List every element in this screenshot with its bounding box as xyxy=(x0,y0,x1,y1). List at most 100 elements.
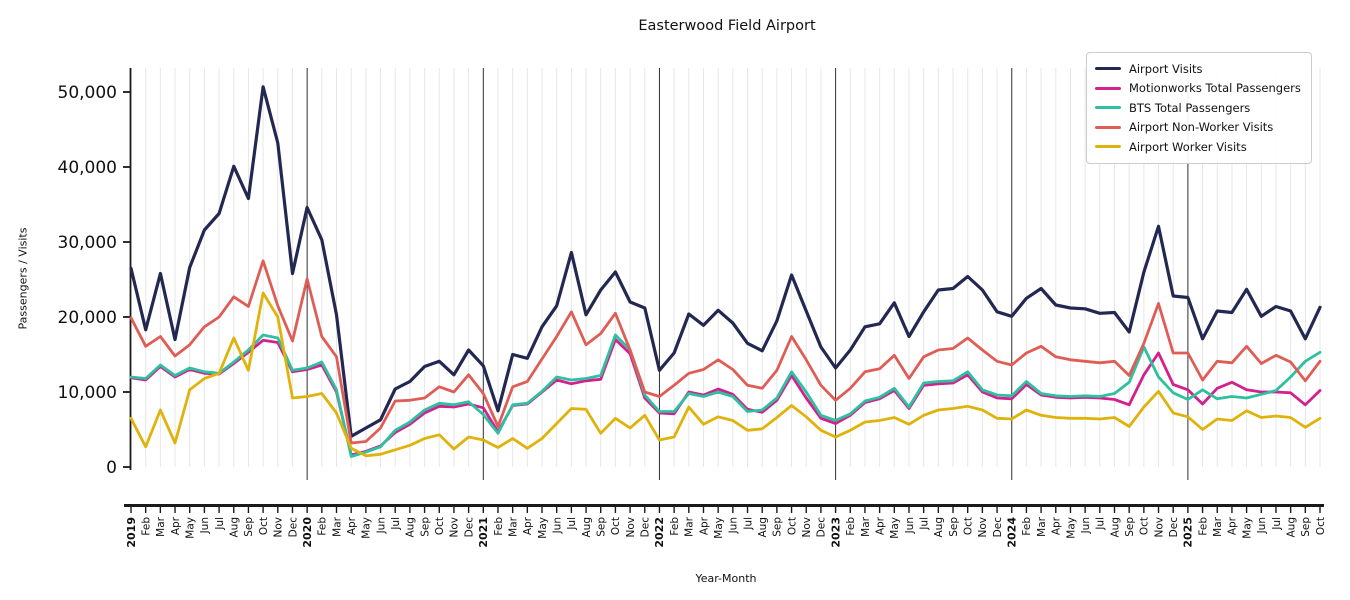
legend-label: Airport Visits xyxy=(1129,61,1203,76)
x-tick-label-month: Oct xyxy=(963,517,975,535)
y-tick-label: 20,000 xyxy=(58,308,117,328)
series-line-airport-worker-visits xyxy=(129,291,1322,458)
x-tick-label-month: Jul xyxy=(214,517,226,531)
legend-item-airport-visits: Airport Visits xyxy=(1095,59,1301,79)
y-tick-label: 40,000 xyxy=(58,158,117,178)
x-tick-label-month: Oct xyxy=(434,517,446,535)
x-tick-label-month: Jun xyxy=(551,517,563,534)
y-tick-label: 50,000 xyxy=(58,83,117,103)
x-tick-label-month: Mar xyxy=(684,516,696,536)
x-tick-label-month: Jun xyxy=(904,517,916,534)
x-tick-label-year: 2021 xyxy=(477,517,490,548)
x-tick-label-month: Sep xyxy=(596,517,608,537)
x-tick-label-month: May xyxy=(361,517,373,539)
x-tick-label-month: Nov xyxy=(977,517,989,538)
legend-label: Airport Non-Worker Visits xyxy=(1129,120,1274,135)
chart-title: Easterwood Field Airport xyxy=(638,18,816,34)
x-tick-label-month: Aug xyxy=(1109,517,1121,538)
x-tick-label-month: Dec xyxy=(816,517,828,538)
legend-line-swatch-icon xyxy=(1095,125,1121,129)
legend-label: Airport Worker Visits xyxy=(1129,139,1247,154)
x-tick-label-month: Oct xyxy=(610,517,622,535)
x-tick-label-year: 2022 xyxy=(653,517,666,548)
x-tick-label-month: May xyxy=(1065,517,1077,539)
x-tick-label-month: Mar xyxy=(1212,516,1224,536)
x-tick-label-month: Feb xyxy=(669,517,681,536)
y-tick-label: 0 xyxy=(106,458,117,478)
x-tick-label-year: 2019 xyxy=(125,517,138,548)
x-tick-label-month: Mar xyxy=(331,516,343,536)
legend-item-motionworks-total-passengers: Motionworks Total Passengers xyxy=(1095,79,1301,99)
x-tick-label-year: 2023 xyxy=(829,517,842,548)
x-tick-label-month: Sep xyxy=(948,517,960,537)
legend-line-swatch-icon xyxy=(1095,106,1121,110)
x-tick-label-month: Sep xyxy=(772,517,784,537)
x-tick-label-month: May xyxy=(1241,517,1253,539)
x-tick-label-month: Apr xyxy=(1227,516,1239,535)
x-tick-label-year: 2020 xyxy=(301,517,314,548)
legend-label: Motionworks Total Passengers xyxy=(1129,81,1301,96)
x-tick-label-month: Dec xyxy=(287,517,299,538)
x-tick-label-month: Jul xyxy=(1095,517,1107,531)
x-tick-label-month: Aug xyxy=(405,517,417,538)
x-tick-label-month: Jun xyxy=(728,517,740,534)
x-tick-label-month: May xyxy=(889,517,901,539)
x-tick-label-month: Nov xyxy=(1153,517,1165,538)
x-axis-label: Year-Month xyxy=(695,572,757,585)
y-tick-label: 30,000 xyxy=(58,233,117,253)
x-tick-label-month: Jun xyxy=(375,517,387,534)
x-tick-label-month: Aug xyxy=(581,517,593,538)
x-tick-label-month: Jul xyxy=(742,517,754,531)
series-line-airport-non-worker-visits xyxy=(129,259,1322,445)
x-tick-label-month: Oct xyxy=(1139,517,1151,535)
x-tick-label-year: 2024 xyxy=(1006,517,1019,548)
x-tick-label-month: Feb xyxy=(1021,517,1033,536)
x-tick-label-month: Apr xyxy=(874,516,886,535)
x-tick-label-month: Feb xyxy=(317,517,329,536)
x-tick-label-month: Apr xyxy=(346,516,358,535)
x-tick-label-month: Apr xyxy=(170,516,182,535)
x-tick-label-month: Mar xyxy=(860,516,872,536)
legend-item-bts-total-passengers: BTS Total Passengers xyxy=(1095,98,1301,118)
x-tick-label-month: Aug xyxy=(757,517,769,538)
x-tick-label-year: 2025 xyxy=(1182,517,1195,548)
x-tick-label-month: Apr xyxy=(522,516,534,535)
x-tick-label-month: Dec xyxy=(1168,517,1180,538)
x-tick-label-month: Nov xyxy=(625,517,637,538)
x-tick-label-month: Oct xyxy=(786,517,798,535)
x-tick-label-month: Nov xyxy=(449,517,461,538)
x-tick-label-month: Mar xyxy=(1036,516,1048,536)
x-tick-label-month: Feb xyxy=(493,517,505,536)
legend-line-swatch-icon xyxy=(1095,67,1121,71)
x-tick-label-month: Sep xyxy=(1124,517,1136,537)
x-tick-label-month: May xyxy=(713,517,725,539)
x-tick-label-month: Jul xyxy=(566,517,578,531)
x-tick-label-month: Dec xyxy=(640,517,652,538)
x-tick-label-month: Feb xyxy=(1197,517,1209,536)
x-tick-label-month: Nov xyxy=(801,517,813,538)
x-tick-label-month: Jun xyxy=(1080,517,1092,534)
legend-line-swatch-icon xyxy=(1095,145,1121,149)
x-tick-label-month: Sep xyxy=(1300,517,1312,537)
x-tick-label-month: May xyxy=(185,517,197,539)
series-line-airport-visits xyxy=(129,85,1322,438)
x-tick-label-month: Jul xyxy=(918,517,930,531)
x-tick-label-month: Nov xyxy=(273,517,285,538)
legend-item-airport-non-worker-visits: Airport Non-Worker Visits xyxy=(1095,118,1301,138)
legend-line-swatch-icon xyxy=(1095,86,1121,90)
x-tick-label-month: Aug xyxy=(933,517,945,538)
series-line-bts-total-passengers xyxy=(129,333,1322,458)
x-tick-label-month: Jun xyxy=(1256,517,1268,534)
x-tick-label-month: Sep xyxy=(419,517,431,537)
x-tick-label-month: Apr xyxy=(698,516,710,535)
legend-label: BTS Total Passengers xyxy=(1129,100,1251,115)
x-tick-label-month: Jul xyxy=(1271,517,1283,531)
x-tick-label-month: Mar xyxy=(507,516,519,536)
x-tick-label-month: Jul xyxy=(390,517,402,531)
x-tick-label-month: Feb xyxy=(845,517,857,536)
x-tick-label-month: Jun xyxy=(199,517,211,534)
x-tick-label-month: Aug xyxy=(1285,517,1297,538)
x-tick-label-month: May xyxy=(537,517,549,539)
x-tick-label-month: Sep xyxy=(243,517,255,537)
legend-item-airport-worker-visits: Airport Worker Visits xyxy=(1095,137,1301,157)
